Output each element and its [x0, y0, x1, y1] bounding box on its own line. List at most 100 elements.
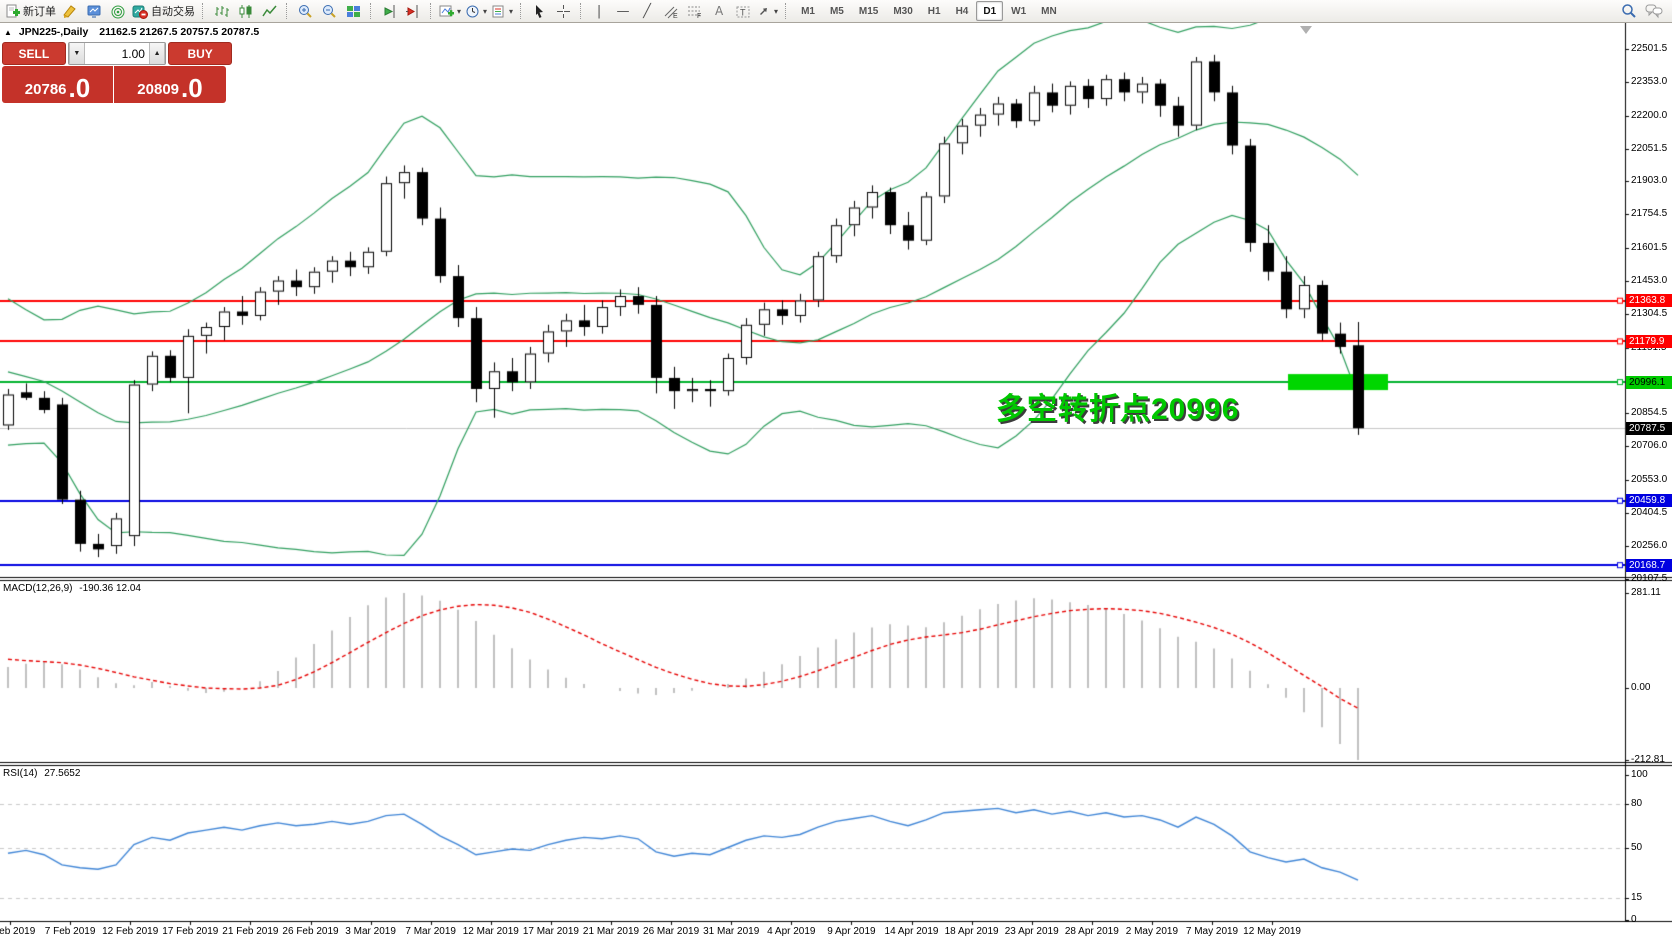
rsi-indicator-value: 27.5652 — [44, 768, 81, 779]
timeframe-button-d1[interactable]: D1 — [976, 1, 1004, 21]
timeframe-button-mn[interactable]: MN — [1041, 5, 1057, 17]
sell-price-main: 20786 — [24, 81, 67, 98]
vertical-line-button[interactable]: | — [596, 3, 602, 19]
chart-canvas[interactable] — [0, 23, 1672, 944]
auto-scroll-button[interactable] — [377, 1, 401, 21]
text-label-button[interactable]: T — [731, 1, 755, 21]
macd-indicator-name: MACD(12,26,9) — [3, 583, 73, 594]
sell-button[interactable]: SELL — [2, 42, 66, 65]
horizontal-line-button[interactable]: — — [616, 3, 630, 19]
rsi-axis-tick: 50 — [1631, 841, 1643, 853]
metaeditor-button[interactable] — [58, 1, 82, 21]
metaeditor-icon — [63, 4, 76, 18]
timeframe-button-m1[interactable]: M1 — [801, 5, 815, 17]
timeframe-button-m15[interactable]: M15 — [858, 5, 879, 17]
fibonacci-icon: F — [688, 6, 701, 19]
strategy-tester-button[interactable] — [82, 1, 106, 21]
rsi-axis-tick: 100 — [1631, 769, 1648, 780]
date-axis-label: 3 Feb 2019 — [0, 926, 36, 937]
price-axis-tick: 22200.0 — [1631, 109, 1668, 121]
price-tag: 20787.5 — [1626, 421, 1672, 435]
chart-annotation-text: 多空转折点20996 — [996, 393, 1240, 426]
periods-clock-icon — [466, 5, 479, 17]
templates-button[interactable]: ▾ — [489, 1, 515, 21]
new-order-icon — [6, 4, 20, 17]
rsi-axis-tick: 15 — [1631, 892, 1643, 904]
signals-button[interactable] — [106, 1, 130, 21]
timeframe-button-h1[interactable]: H1 — [927, 5, 941, 17]
buy-button[interactable]: BUY — [168, 42, 232, 65]
chart-shift-marker[interactable] — [1300, 26, 1312, 34]
chart-shift-button[interactable] — [401, 1, 425, 21]
toolbar-separator — [430, 3, 432, 19]
sell-price-display[interactable]: 20786 .0 — [2, 66, 114, 103]
date-axis-label: 26 Feb 2019 — [282, 926, 339, 937]
autotrading-button[interactable]: 自动交易 — [130, 1, 197, 21]
candlestick-chart-icon — [239, 4, 251, 18]
date-axis-label: 31 Mar 2019 — [703, 926, 760, 937]
line-chart-button[interactable] — [257, 1, 281, 21]
sell-price-frac: .0 — [68, 73, 91, 103]
date-axis-label: 9 Apr 2019 — [827, 926, 876, 937]
buy-price-frac: .0 — [181, 73, 203, 103]
date-axis-label: 28 Apr 2019 — [1064, 926, 1119, 937]
chart-shift-icon — [406, 4, 418, 18]
timeframe-button-m5[interactable]: M5 — [829, 5, 844, 17]
periods-button[interactable]: ▾ — [463, 1, 489, 21]
macd-indicator-values: -190.36 12.04 — [79, 583, 141, 594]
volume-decrease-button[interactable]: ▼ — [68, 43, 85, 64]
zoom-out-button[interactable] — [317, 1, 341, 21]
zoom-in-button[interactable] — [293, 1, 317, 21]
date-axis-label: 4 Apr 2019 — [767, 926, 816, 937]
fibonacci-button[interactable]: F — [683, 1, 707, 21]
rsi-label: RSI(14) 27.5652 — [3, 768, 80, 779]
price-axis-tick: 22501.5 — [1631, 42, 1668, 54]
indicators-icon — [439, 5, 454, 16]
arrows-button[interactable]: ▾ — [755, 1, 780, 21]
zoom-out-icon — [323, 5, 336, 18]
volume-increase-button[interactable]: ▲ — [148, 43, 166, 64]
equidistant-channel-icon: E — [664, 6, 678, 19]
price-tag: 21363.8 — [1626, 294, 1672, 308]
crosshair-button[interactable] — [551, 1, 575, 21]
buy-price-display[interactable]: 20809 .0 — [114, 66, 226, 103]
date-axis-label: 17 Mar 2019 — [522, 926, 579, 937]
price-axis-tick: 22051.5 — [1631, 142, 1668, 154]
timeframe-button-h4[interactable]: H4 — [955, 5, 969, 17]
date-axis-label: 7 Mar 2019 — [405, 926, 456, 937]
one-click-trading-panel: SELL ▼ ▲ BUY 20786 .0 20809 .0 — [2, 42, 232, 103]
date-axis-label: 3 Mar 2019 — [345, 926, 396, 937]
timeframe-button-m30[interactable]: M30 — [893, 5, 913, 17]
chart-window: ▲ JPN225-,Daily 21162.5 21267.5 20757.5 … — [0, 23, 1672, 944]
crosshair-icon — [556, 4, 570, 18]
price-tag: 20459.8 — [1626, 494, 1672, 508]
tile-windows-button[interactable] — [341, 1, 365, 21]
toolbar-separator — [785, 3, 787, 19]
arrows-icon — [760, 7, 768, 15]
candlestick-chart-button[interactable] — [233, 1, 257, 21]
svg-text:T: T — [740, 7, 746, 17]
price-tag: 20168.7 — [1626, 558, 1672, 572]
bar-chart-button[interactable] — [209, 1, 233, 21]
dropdown-arrow-icon: ▾ — [774, 6, 779, 16]
cursor-button[interactable] — [527, 1, 551, 21]
panel-collapse-icon[interactable]: ▲ — [4, 28, 12, 37]
indicators-button[interactable]: ▾ — [437, 1, 463, 21]
zoom-in-icon — [299, 5, 312, 18]
price-axis-tick: 21903.0 — [1631, 175, 1668, 187]
date-axis-label: 21 Feb 2019 — [222, 926, 279, 937]
date-axis-label: 7 May 2019 — [1185, 926, 1239, 937]
toolbar-separator — [580, 3, 582, 19]
trendline-button[interactable]: ╱ — [643, 3, 651, 19]
price-axis-tick: 22353.0 — [1631, 75, 1668, 87]
volume-input[interactable] — [84, 43, 149, 64]
rsi-axis-tick: 80 — [1631, 798, 1643, 809]
new-order-button[interactable]: 新订单 — [3, 1, 58, 21]
chat-icon[interactable] — [1645, 3, 1663, 19]
text-button[interactable]: A — [714, 4, 724, 18]
timeframe-button-w1[interactable]: W1 — [1011, 5, 1027, 17]
equidistant-channel-button[interactable]: E — [659, 1, 683, 21]
search-icon[interactable] — [1621, 3, 1637, 19]
price-axis-tick: 20854.5 — [1631, 407, 1668, 419]
date-axis-label: 23 Apr 2019 — [1004, 926, 1059, 937]
